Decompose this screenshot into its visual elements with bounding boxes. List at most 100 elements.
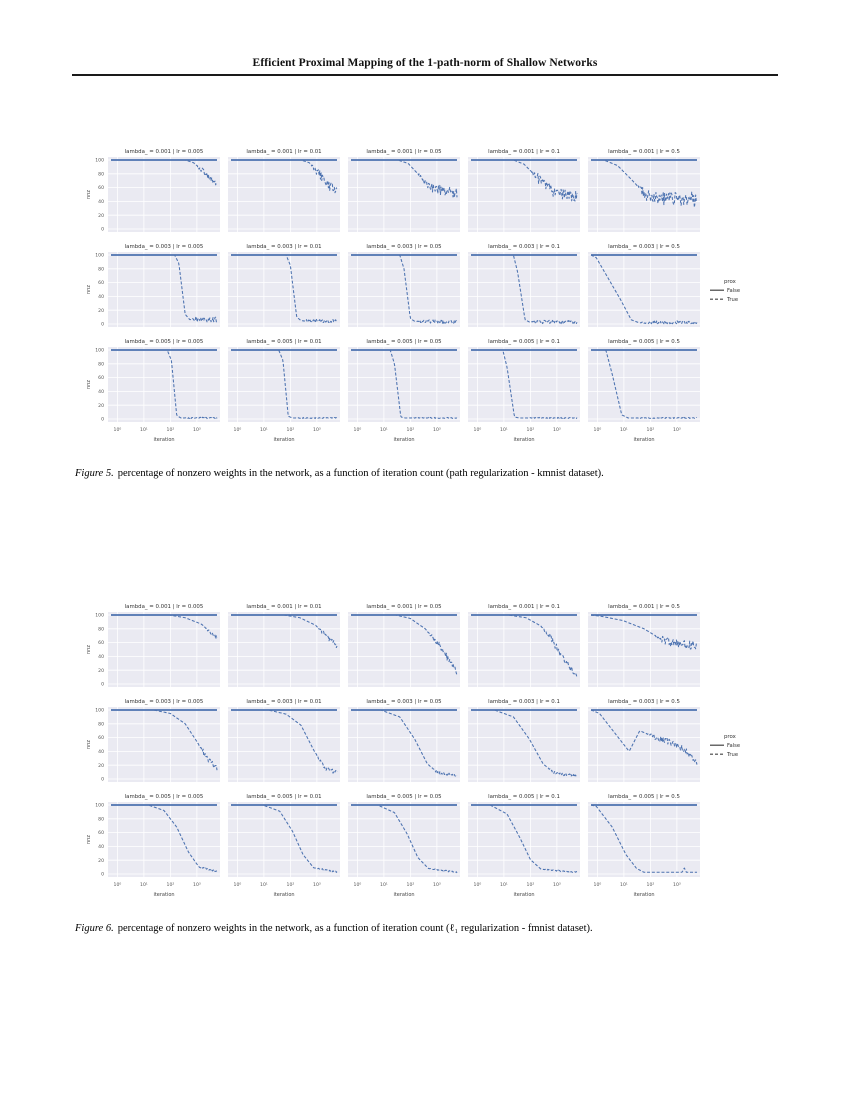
prox-true-line [471, 804, 578, 873]
subplot-figure5-r0c3: lambda_ = 0.001 | lr = 0.1 [468, 149, 580, 232]
subplot-title: lambda_ = 0.001 | lr = 0.05 [366, 149, 441, 155]
x-axis-label: iteration [273, 892, 294, 898]
subplot-title: lambda_ = 0.001 | lr = 0.005 [125, 604, 204, 610]
x-tick-label: 10¹ [620, 427, 628, 433]
subplot-title: lambda_ = 0.001 | lr = 0.05 [366, 604, 441, 610]
prox-true-line [231, 159, 338, 194]
legend-entry-label: True [726, 752, 738, 758]
subplot-title: lambda_ = 0.001 | lr = 0.01 [246, 604, 321, 610]
figure-6-caption: Figure 6. percentage of nonzero weights i… [75, 922, 781, 936]
x-tick-label: 10⁰ [354, 427, 362, 433]
x-tick-label: 10³ [193, 882, 201, 888]
y-tick-label: 60 [98, 280, 104, 286]
y-tick-label: 0 [101, 872, 104, 878]
y-tick-label: 100 [95, 158, 104, 164]
subplot-title: lambda_ = 0.001 | lr = 0.5 [608, 149, 680, 155]
subplot-figure5-r2c4: lambda_ = 0.005 | lr = 0.5 10⁰ 10¹ 10² 10³ it… [588, 339, 700, 443]
prox-true-line [111, 349, 218, 420]
subplot-title: lambda_ = 0.001 | lr = 0.1 [488, 604, 560, 610]
y-tick-label: 20 [98, 668, 104, 674]
y-axis-label: nnz [86, 190, 92, 199]
subplot-title: lambda_ = 0.003 | lr = 0.5 [608, 699, 680, 705]
subplot-figure5-r0c2: lambda_ = 0.001 | lr = 0.05 [348, 149, 460, 232]
x-tick-label: 10⁰ [234, 427, 242, 433]
subplot-title: lambda_ = 0.003 | lr = 0.01 [246, 699, 321, 705]
subplot-figure6-r1c3: lambda_ = 0.003 | lr = 0.1 [468, 699, 580, 782]
subplot-figure5-r1c3: lambda_ = 0.003 | lr = 0.1 [468, 244, 580, 327]
prox-true-line [351, 349, 458, 420]
subplot-title: lambda_ = 0.005 | lr = 0.01 [246, 794, 321, 800]
subplot-figure6-r2c0: lambda_ = 0.005 | lr = 0.005 0 20 40 60 80 100… [86, 794, 220, 898]
y-axis-label: nnz [86, 835, 92, 844]
y-tick-label: 80 [98, 361, 104, 367]
x-tick-label: 10² [287, 882, 295, 888]
legend-title: prox [724, 279, 737, 285]
subplot-title: lambda_ = 0.005 | lr = 0.05 [366, 794, 441, 800]
prox-true-line [231, 709, 338, 774]
x-tick-label: 10³ [553, 882, 561, 888]
x-tick-label: 10⁰ [354, 882, 362, 888]
x-tick-label: 10⁰ [474, 427, 482, 433]
prox-true-line [351, 254, 458, 324]
x-tick-label: 10³ [433, 882, 441, 888]
subplot-title: lambda_ = 0.005 | lr = 0.5 [608, 794, 680, 800]
figure-5-label: Figure 5. [75, 468, 114, 479]
subplot-figure6-r2c4: lambda_ = 0.005 | lr = 0.5 10⁰ 10¹ 10² 10³ it… [588, 794, 700, 898]
x-axis-label: iteration [153, 437, 174, 443]
figure-6-caption-text: percentage of nonzero weights in the net… [117, 923, 593, 934]
x-tick-label: 10³ [193, 427, 201, 433]
x-axis-label: iteration [513, 437, 534, 443]
y-tick-label: 80 [98, 266, 104, 272]
x-tick-label: 10² [167, 882, 175, 888]
y-tick-label: 0 [101, 417, 104, 423]
prox-true-line [591, 349, 698, 420]
prox-true-line [351, 709, 458, 777]
x-tick-label: 10² [647, 882, 655, 888]
y-tick-label: 60 [98, 375, 104, 381]
subplot-figure6-r1c0: lambda_ = 0.003 | lr = 0.005 0 20 40 60 80 100… [86, 699, 220, 783]
legend: prox False True [710, 734, 740, 758]
x-tick-label: 10¹ [620, 882, 628, 888]
subplot-figure6-r1c4: lambda_ = 0.003 | lr = 0.5 [588, 699, 700, 782]
x-tick-label: 10⁰ [594, 427, 602, 433]
x-tick-label: 10³ [673, 882, 681, 888]
y-tick-label: 60 [98, 830, 104, 836]
legend-entry-label: True [726, 297, 738, 303]
figure-6-label: Figure 6. [75, 923, 114, 934]
y-tick-label: 100 [95, 803, 104, 809]
prox-true-line [351, 804, 458, 874]
legend: prox False True [710, 279, 740, 303]
x-tick-label: 10³ [313, 427, 321, 433]
x-tick-label: 10³ [553, 427, 561, 433]
legend-entry-label: False [727, 288, 740, 294]
x-tick-label: 10¹ [140, 882, 148, 888]
subplot-title: lambda_ = 0.001 | lr = 0.5 [608, 604, 680, 610]
y-tick-label: 0 [101, 682, 104, 688]
figure-5-caption: Figure 5. percentage of nonzero weights i… [75, 467, 781, 481]
y-axis-label: nnz [86, 285, 92, 294]
subplot-figure5-r1c0: lambda_ = 0.003 | lr = 0.005 0 20 40 60 80 100… [86, 244, 220, 328]
y-tick-label: 40 [98, 199, 104, 205]
figure-5-svg: lambda_ = 0.001 | lr = 0.005 0 20 40 60 80 100… [86, 149, 740, 443]
prox-true-line [590, 804, 697, 873]
y-tick-label: 40 [98, 389, 104, 395]
subplot-title: lambda_ = 0.001 | lr = 0.1 [488, 149, 560, 155]
y-tick-label: 80 [98, 721, 104, 727]
y-tick-label: 100 [95, 348, 104, 354]
subplot-title: lambda_ = 0.005 | lr = 0.01 [246, 339, 321, 345]
x-tick-label: 10² [167, 427, 175, 433]
x-axis-label: iteration [153, 892, 174, 898]
subplot-figure5-r0c0: lambda_ = 0.001 | lr = 0.005 0 20 40 60 80 100… [86, 149, 220, 233]
prox-true-line [231, 254, 338, 324]
paper-title: Efficient Proximal Mapping of the 1-path… [252, 57, 598, 69]
prox-true-line [111, 804, 218, 872]
subplot-title: lambda_ = 0.005 | lr = 0.1 [488, 339, 560, 345]
subplot-figure6-r0c2: lambda_ = 0.001 | lr = 0.05 [348, 604, 460, 687]
y-tick-label: 100 [95, 708, 104, 714]
subplot-figure5-r2c1: lambda_ = 0.005 | lr = 0.01 10⁰ 10¹ 10² 10³ i… [228, 339, 340, 443]
subplot-figure6-r0c3: lambda_ = 0.001 | lr = 0.1 [468, 604, 580, 687]
figure-6-svg: lambda_ = 0.001 | lr = 0.005 0 20 40 60 80 100… [86, 604, 740, 898]
subplot-title: lambda_ = 0.003 | lr = 0.005 [125, 244, 204, 250]
subplot-figure6-r1c2: lambda_ = 0.003 | lr = 0.05 [348, 699, 460, 782]
